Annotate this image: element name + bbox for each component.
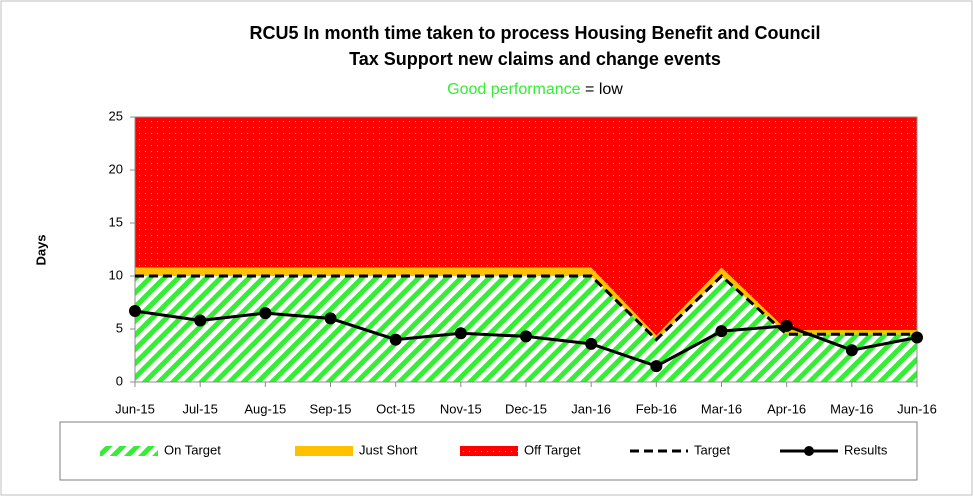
subtitle-rest: = low: [585, 81, 623, 98]
legend-swatch: [460, 446, 518, 456]
marker: [389, 333, 402, 346]
x-tick-label: Jan-16: [571, 401, 611, 416]
x-tick-label: Mar-16: [701, 401, 742, 416]
legend-label: Target: [694, 442, 731, 457]
x-tick-label: Jun-16: [897, 401, 937, 416]
x-tick-label: May-16: [830, 401, 873, 416]
marker: [129, 304, 141, 317]
y-tick-label: 0: [116, 373, 123, 388]
marker: [194, 314, 207, 327]
legend-label: Results: [844, 442, 888, 457]
y-axis-label: Days: [33, 234, 48, 265]
x-tick-label: Feb-16: [636, 401, 677, 416]
y-tick-label: 15: [109, 214, 123, 229]
legend-label: On Target: [164, 442, 221, 457]
marker: [585, 337, 598, 350]
x-tick-label: Nov-15: [440, 401, 482, 416]
legend-swatch: [100, 446, 158, 456]
y-tick-label: 10: [109, 267, 123, 282]
y-tick-label: 20: [109, 161, 123, 176]
x-tick-label: Sep-15: [310, 401, 352, 416]
marker: [911, 331, 923, 344]
marker: [845, 344, 858, 357]
marker: [520, 330, 532, 343]
x-tick-label: Jun-15: [115, 401, 155, 416]
marker: [715, 325, 728, 338]
marker: [780, 319, 793, 332]
legend-label: Just Short: [359, 442, 418, 457]
chart-title: Tax Support new claims and change events: [349, 49, 721, 69]
marker: [650, 360, 663, 373]
legend-swatch: [295, 446, 353, 456]
chart-subtitle: Good performance = low: [447, 81, 623, 98]
legend-marker: [804, 446, 814, 456]
x-tick-label: Oct-15: [376, 401, 415, 416]
marker: [259, 307, 272, 320]
y-tick-label: 25: [109, 108, 123, 123]
x-tick-label: Apr-16: [767, 401, 806, 416]
x-tick-label: Dec-15: [505, 401, 547, 416]
chart-title: RCU5 In month time taken to process Hous…: [249, 23, 820, 43]
x-tick-label: Aug-15: [244, 401, 286, 416]
marker: [324, 312, 337, 325]
line: [135, 273, 917, 342]
marker: [454, 327, 467, 340]
area: [135, 276, 917, 382]
subtitle-highlight: Good performance: [447, 81, 581, 98]
y-tick-label: 5: [116, 320, 123, 335]
x-tick-label: Jul-15: [182, 401, 217, 416]
area: [135, 117, 917, 336]
legend-label: Off Target: [524, 442, 581, 457]
